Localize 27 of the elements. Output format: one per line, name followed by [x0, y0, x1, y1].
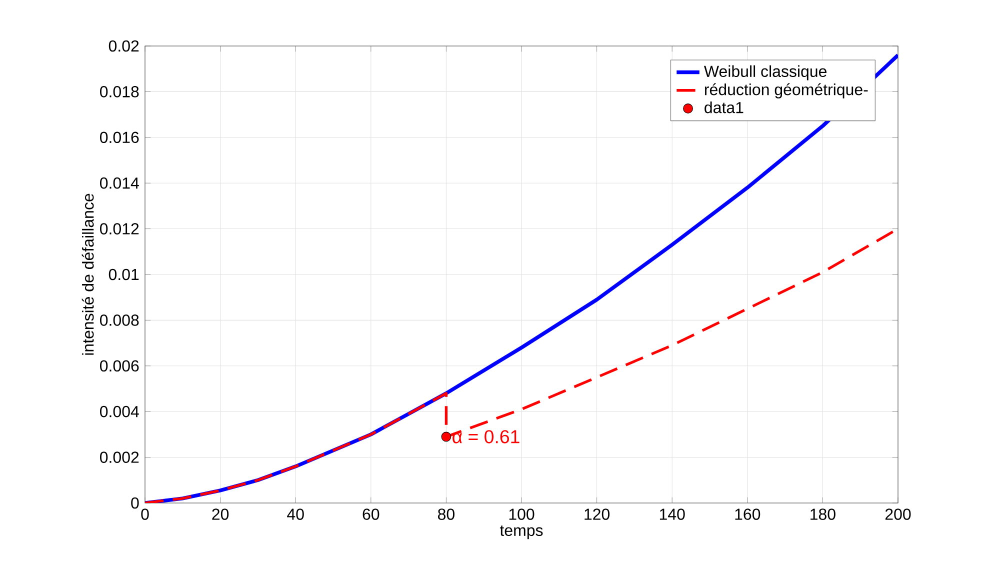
x-tick-label: 40: [287, 508, 304, 520]
x-tick-label: 180: [810, 508, 836, 520]
y-tick-label: 0.02: [108, 40, 139, 52]
y-tick-label: 0.016: [100, 132, 139, 144]
y-tick-label: 0.006: [100, 360, 139, 372]
y-tick-label: 0.002: [100, 452, 139, 463]
x-tick-label: 160: [735, 508, 760, 520]
x-tick-label: 20: [212, 508, 229, 520]
legend-label: data1: [704, 101, 744, 114]
x-tick-label: 120: [584, 508, 610, 520]
y-tick-label: 0.014: [100, 177, 139, 189]
y-tick-label: 0.018: [100, 86, 139, 98]
x-tick-label: 100: [509, 508, 534, 520]
y-axis-title: intensité de défaillance: [82, 194, 94, 355]
legend-label: réduction géométrique-: [705, 83, 868, 98]
y-tick-label: 0.012: [100, 223, 139, 234]
x-tick-label: 200: [885, 508, 911, 520]
x-tick-label: 0: [141, 508, 149, 520]
y-tick-label: 0.01: [108, 268, 139, 280]
y-tick-label: 0: [131, 497, 139, 509]
x-axis-title: temps: [500, 526, 543, 540]
x-tick-label: 60: [362, 508, 380, 520]
y-tick-label: 0.008: [100, 314, 139, 326]
legend-label: Weibull classique: [704, 65, 826, 80]
x-tick-label: 80: [438, 508, 454, 520]
y-tick-label: 0.004: [100, 406, 139, 418]
x-tick-label: 140: [660, 508, 685, 520]
